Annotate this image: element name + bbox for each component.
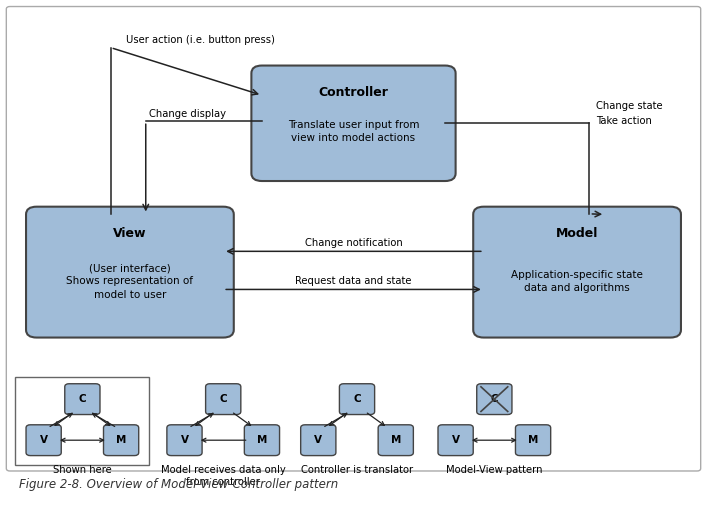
FancyBboxPatch shape: [252, 66, 455, 181]
Text: Model: Model: [556, 227, 598, 240]
FancyBboxPatch shape: [26, 207, 234, 337]
Text: C: C: [354, 394, 361, 404]
FancyBboxPatch shape: [206, 384, 241, 414]
Text: User action (i.e. button press): User action (i.e. button press): [126, 35, 275, 45]
Text: (User interface)
Shows representation of
model to user: (User interface) Shows representation of…: [66, 263, 194, 300]
Text: Model-View pattern: Model-View pattern: [446, 465, 542, 475]
Text: M: M: [528, 435, 538, 445]
Text: V: V: [315, 435, 322, 445]
Text: M: M: [390, 435, 401, 445]
FancyBboxPatch shape: [65, 384, 100, 414]
Text: Model receives data only
from controller: Model receives data only from controller: [161, 465, 286, 487]
FancyBboxPatch shape: [6, 7, 701, 471]
Text: Controller is translator: Controller is translator: [301, 465, 413, 475]
FancyBboxPatch shape: [477, 384, 512, 414]
Text: V: V: [180, 435, 189, 445]
Text: M: M: [116, 435, 127, 445]
Text: C: C: [491, 394, 498, 404]
FancyBboxPatch shape: [438, 425, 473, 456]
Text: Application-specific state
data and algorithms: Application-specific state data and algo…: [511, 270, 643, 293]
FancyBboxPatch shape: [103, 425, 139, 456]
FancyBboxPatch shape: [378, 425, 414, 456]
Text: Take action: Take action: [597, 116, 653, 126]
FancyBboxPatch shape: [245, 425, 279, 456]
FancyBboxPatch shape: [473, 207, 681, 337]
Text: Change state: Change state: [597, 101, 663, 111]
Text: Shown here: Shown here: [53, 465, 112, 475]
Text: Request data and state: Request data and state: [296, 277, 411, 286]
Text: C: C: [219, 394, 227, 404]
Text: V: V: [40, 435, 47, 445]
Text: Figure 2-8. Overview of Model-View-Controller pattern: Figure 2-8. Overview of Model-View-Contr…: [19, 478, 338, 491]
FancyBboxPatch shape: [167, 425, 202, 456]
FancyBboxPatch shape: [16, 377, 149, 465]
Text: M: M: [257, 435, 267, 445]
FancyBboxPatch shape: [300, 425, 336, 456]
Text: View: View: [113, 227, 146, 240]
Text: C: C: [78, 394, 86, 404]
FancyBboxPatch shape: [515, 425, 551, 456]
Text: V: V: [452, 435, 460, 445]
FancyBboxPatch shape: [26, 425, 62, 456]
Text: Change display: Change display: [149, 109, 226, 119]
FancyBboxPatch shape: [339, 384, 375, 414]
Text: Change notification: Change notification: [305, 238, 402, 248]
Text: Translate user input from
view into model actions: Translate user input from view into mode…: [288, 120, 419, 143]
Text: Controller: Controller: [319, 86, 388, 99]
